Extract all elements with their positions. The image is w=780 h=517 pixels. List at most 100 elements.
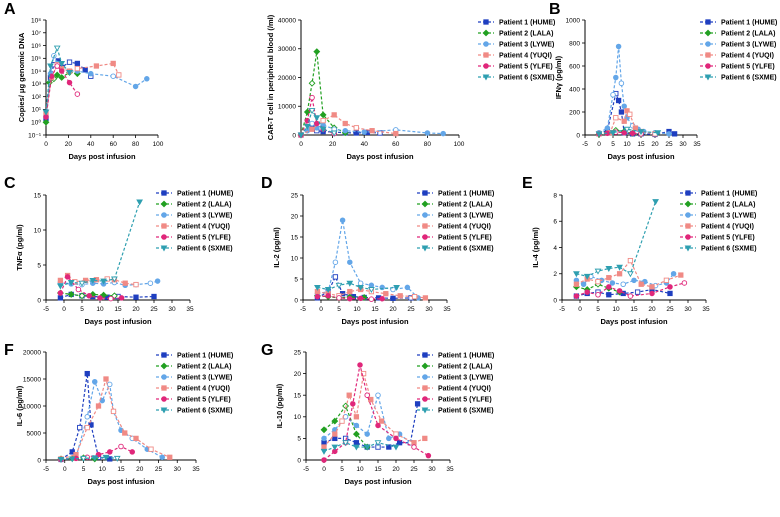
- series-line: [323, 403, 419, 448]
- legend-marker: [421, 362, 429, 370]
- x-tick-label: 10: [356, 466, 364, 473]
- y-tick-label: 10000: [23, 403, 41, 410]
- data-point: [325, 293, 331, 299]
- legend-entry: Patient 3 (LYWE): [721, 41, 776, 48]
- data-point: [106, 449, 113, 455]
- x-tick-label: 20: [65, 141, 73, 148]
- data-point: [321, 457, 327, 463]
- data-point: [342, 120, 348, 127]
- y-tick-label: 10⁻¹: [28, 132, 42, 139]
- series-line: [576, 283, 620, 293]
- series-patient-1: [321, 401, 421, 450]
- data-point: [422, 435, 428, 442]
- x-tick-label: 35: [446, 466, 454, 473]
- data-point: [57, 457, 65, 463]
- legend-marker: [483, 52, 489, 58]
- data-point: [357, 284, 364, 291]
- series-line: [576, 201, 657, 278]
- x-tick-label: 0: [322, 466, 326, 473]
- data-point: [319, 111, 327, 119]
- x-tick-label: 40: [361, 141, 369, 148]
- x-tick-label: 40: [87, 141, 95, 148]
- series-line: [323, 373, 426, 448]
- legend-entry: Patient 2 (LALA): [438, 363, 492, 370]
- data-point: [147, 280, 154, 286]
- series-patient-6: [57, 199, 143, 290]
- y-tick-label: 15: [34, 192, 42, 199]
- data-point: [627, 293, 634, 299]
- data-point: [319, 126, 327, 133]
- data-point: [118, 295, 125, 301]
- data-point: [91, 378, 98, 385]
- y-axis-label: CAR-T cell in peripheral blood (/ml): [266, 14, 275, 140]
- data-point: [82, 67, 88, 73]
- legend-entry: Patient 4 (YUQI): [438, 223, 491, 230]
- data-point: [80, 455, 87, 462]
- legend-entry: Patient 6 (SXME): [177, 245, 233, 252]
- data-point: [89, 277, 97, 284]
- legend-entry: Patient 1 (HUME): [438, 352, 494, 359]
- series-line: [60, 201, 141, 287]
- data-point: [411, 293, 418, 300]
- y-tick-label: 40000: [278, 17, 296, 24]
- legend-entry: Patient 5 (YLFE): [177, 234, 231, 241]
- data-point: [621, 103, 627, 109]
- data-point: [654, 130, 662, 137]
- data-point: [353, 130, 359, 136]
- y-tick-label: 20000: [278, 75, 296, 82]
- data-point: [321, 440, 327, 446]
- x-tick-label: 25: [407, 306, 415, 313]
- data-point: [95, 403, 102, 409]
- legend-entry: Patient 3 (LYWE): [438, 212, 493, 219]
- y-tick-label: 400: [569, 86, 580, 93]
- y-tick-label: 10²: [32, 94, 42, 101]
- data-point: [342, 127, 348, 134]
- data-point: [332, 435, 338, 442]
- data-point: [353, 422, 360, 429]
- data-point: [54, 63, 60, 69]
- x-tick-label: 35: [192, 466, 200, 473]
- legend-marker: [161, 374, 167, 380]
- y-tick-label: 10⁵: [31, 56, 41, 63]
- legend-marker: [422, 374, 428, 380]
- data-point: [77, 424, 83, 431]
- x-tick-label: 0: [44, 141, 48, 148]
- legend: Patient 1 (HUME) Patient 2 (LALA) Patient …: [156, 190, 233, 252]
- data-point: [99, 397, 105, 404]
- y-tick-label: 1000: [566, 17, 581, 24]
- data-point: [335, 282, 343, 289]
- legend-marker: [705, 63, 711, 69]
- data-point: [353, 414, 360, 420]
- legend-marker: [422, 234, 428, 240]
- data-point: [133, 435, 139, 442]
- data-point: [637, 129, 645, 136]
- x-tick-label: 20: [389, 306, 397, 313]
- data-point: [620, 281, 626, 288]
- data-point: [331, 112, 337, 118]
- x-tick-label: 0: [62, 306, 66, 313]
- legend-entry: Patient 5 (YLFE): [701, 234, 755, 241]
- data-point: [74, 60, 81, 67]
- x-axis-label: Days post infusion: [344, 477, 412, 486]
- legend-entry: Patient 1 (HUME): [721, 19, 777, 26]
- legend-entry: Patient 4 (YUQI): [499, 52, 552, 59]
- data-point: [627, 111, 633, 117]
- data-point: [303, 123, 311, 130]
- x-tick-label: 15: [114, 306, 122, 313]
- y-tick-label: 0: [297, 457, 301, 464]
- data-point: [606, 292, 612, 298]
- legend-marker: [161, 234, 167, 240]
- x-tick-label: 0: [597, 141, 601, 148]
- x-tick-label: 30: [174, 466, 182, 473]
- legend-marker: [421, 200, 429, 208]
- data-point: [392, 444, 400, 451]
- data-point: [339, 418, 345, 424]
- panel-label: B: [549, 1, 561, 18]
- data-point: [68, 456, 76, 463]
- legend-marker: [685, 212, 691, 218]
- x-tick-label: 35: [443, 306, 451, 313]
- y-tick-label: 0: [292, 132, 296, 139]
- data-point: [53, 71, 61, 79]
- series-line: [45, 62, 120, 114]
